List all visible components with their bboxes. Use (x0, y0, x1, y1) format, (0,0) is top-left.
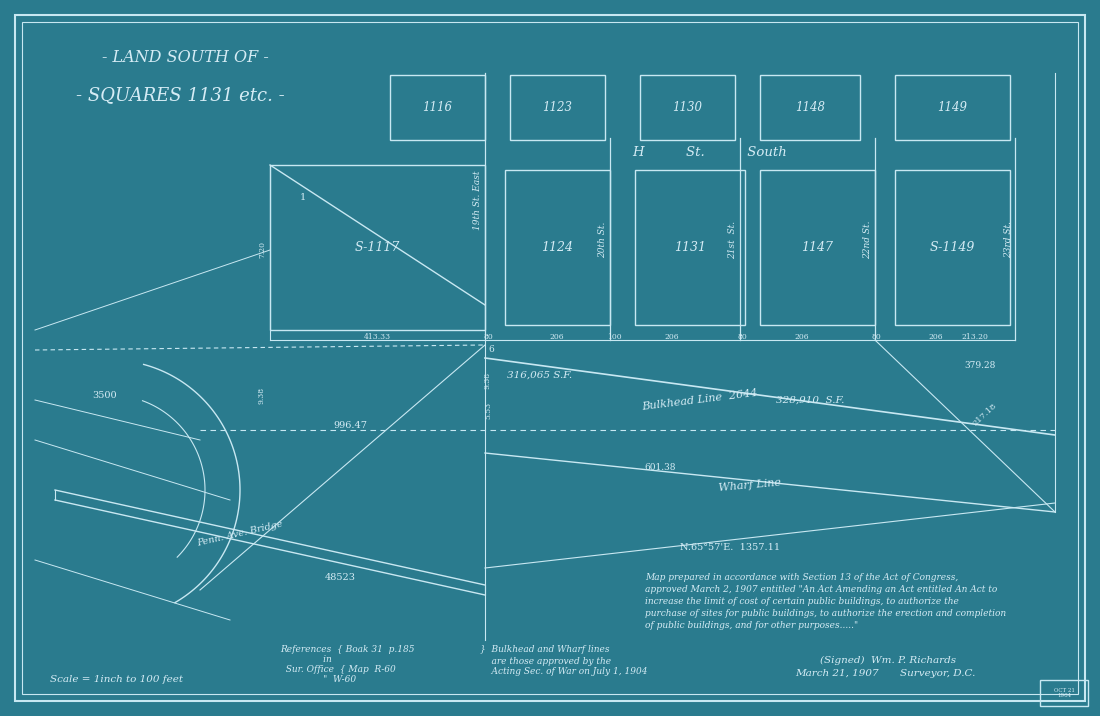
Text: 328,910  S.F.: 328,910 S.F. (776, 395, 844, 405)
Text: References  { Boak 31  p.185: References { Boak 31 p.185 (280, 646, 415, 654)
Text: OCT 21
1964: OCT 21 1964 (1054, 687, 1075, 698)
Bar (1040, 680, 1088, 706)
Text: 601.38: 601.38 (645, 463, 675, 473)
Text: 6: 6 (488, 346, 494, 354)
Text: 3500: 3500 (92, 390, 118, 400)
Bar (760, 170, 874, 325)
Text: Penn. Ave. Bridge: Penn. Ave. Bridge (196, 520, 284, 548)
Text: - LAND SOUTH OF -: - LAND SOUTH OF - (101, 49, 268, 67)
Text: Sur. Office  { Map  R-60: Sur. Office { Map R-60 (280, 665, 396, 674)
Bar (635, 170, 745, 325)
Text: S-1117: S-1117 (355, 241, 400, 254)
Text: 7.20: 7.20 (258, 241, 266, 258)
Text: 1: 1 (300, 193, 306, 202)
Text: 21st  St.: 21st St. (728, 221, 737, 259)
Text: 48523: 48523 (324, 573, 355, 581)
Bar (510, 75, 605, 140)
Text: 1149: 1149 (937, 101, 968, 114)
Text: 206: 206 (550, 333, 564, 341)
Text: Map prepared in accordance with Section 13 of the Act of Congress,: Map prepared in accordance with Section … (645, 574, 958, 583)
Text: Surveyor, D.C.: Surveyor, D.C. (900, 669, 976, 677)
Text: 1124: 1124 (541, 241, 573, 254)
Text: 80: 80 (737, 333, 747, 341)
Text: N.65°57'E.  1357.11: N.65°57'E. 1357.11 (680, 543, 780, 553)
Text: 217.18: 217.18 (971, 402, 999, 428)
Text: 9.38: 9.38 (258, 387, 266, 404)
Text: 23rd St.: 23rd St. (1004, 221, 1013, 258)
Text: 1147: 1147 (802, 241, 834, 254)
Text: }  Bulkhead and Wharf lines: } Bulkhead and Wharf lines (480, 646, 609, 654)
Text: 80: 80 (871, 333, 881, 341)
Bar (895, 170, 1010, 325)
Text: 9.38: 9.38 (484, 372, 492, 389)
Text: 1116: 1116 (422, 101, 452, 114)
Text: 1130: 1130 (672, 101, 703, 114)
Text: S-1149: S-1149 (930, 241, 976, 254)
Text: increase the limit of cost of certain public buildings, to authorize the: increase the limit of cost of certain pu… (645, 597, 959, 606)
Text: 1123: 1123 (542, 101, 572, 114)
Text: H          St.          South: H St. South (632, 145, 788, 158)
Text: Bulkhead Line  2644: Bulkhead Line 2644 (641, 388, 759, 412)
Bar (640, 75, 735, 140)
Text: approved March 2, 1907 entitled "An Act Amending an Act entitled An Act to: approved March 2, 1907 entitled "An Act … (645, 586, 998, 594)
Text: 413.33: 413.33 (363, 333, 390, 341)
Text: 1148: 1148 (795, 101, 825, 114)
Text: purchase of sites for public buildings, to authorize the erection and completion: purchase of sites for public buildings, … (645, 609, 1006, 619)
Text: - SQUARES 1131 etc. -: - SQUARES 1131 etc. - (76, 86, 285, 104)
Text: Scale = 1inch to 100 feet: Scale = 1inch to 100 feet (50, 675, 183, 684)
Bar (390, 75, 485, 140)
Text: 379.28: 379.28 (965, 360, 996, 369)
Text: 20th St.: 20th St. (598, 222, 607, 258)
Text: (Signed)  Wm. P. Richards: (Signed) Wm. P. Richards (820, 655, 956, 664)
Text: 100: 100 (607, 333, 621, 341)
Text: 206: 206 (664, 333, 680, 341)
Text: 316,065 S.F.: 316,065 S.F. (507, 370, 573, 379)
Text: in: in (280, 656, 332, 664)
Text: March 21, 1907: March 21, 1907 (795, 669, 879, 677)
Text: 213.20: 213.20 (961, 333, 989, 341)
Bar (505, 170, 611, 325)
Text: 1131: 1131 (674, 241, 706, 254)
Bar (270, 165, 485, 330)
Text: 5.53: 5.53 (484, 402, 492, 419)
Text: 206: 206 (794, 333, 810, 341)
Text: 206: 206 (928, 333, 944, 341)
Text: Wharf Line: Wharf Line (718, 478, 782, 493)
Bar (760, 75, 860, 140)
Text: 22nd St.: 22nd St. (864, 221, 872, 259)
Text: are those approved by the: are those approved by the (480, 657, 612, 665)
Text: 996.47: 996.47 (333, 422, 367, 430)
Text: of public buildings, and for other purposes.....": of public buildings, and for other purpo… (645, 621, 858, 631)
Text: 80: 80 (483, 333, 493, 341)
Text: Acting Sec. of War on July 1, 1904: Acting Sec. of War on July 1, 1904 (480, 667, 648, 677)
Bar (895, 75, 1010, 140)
Text: 19th St. East: 19th St. East (473, 170, 483, 230)
Text: "  W-60: " W-60 (280, 675, 356, 684)
